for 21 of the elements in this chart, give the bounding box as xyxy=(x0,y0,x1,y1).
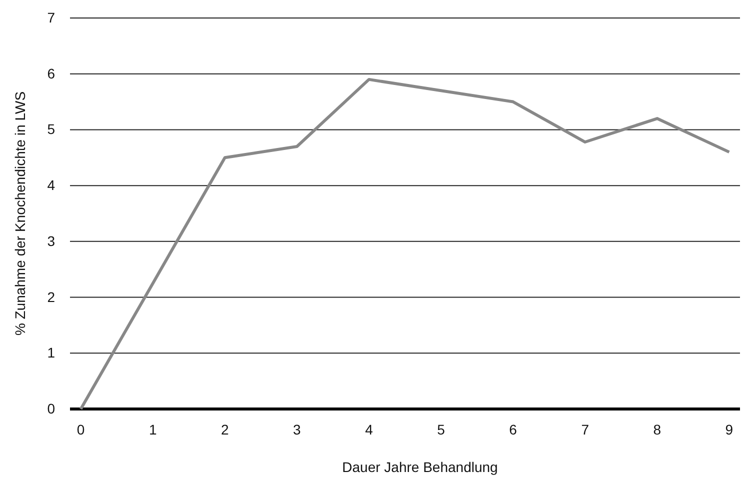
x-tick-label: 0 xyxy=(76,421,85,438)
x-tick-label: 5 xyxy=(437,421,446,438)
y-tick-label: 1 xyxy=(47,344,56,361)
x-tick-label: 2 xyxy=(220,421,229,438)
y-tick-label: 4 xyxy=(47,177,56,194)
x-tick-label: 3 xyxy=(293,421,302,438)
x-axis-title: Dauer Jahre Behandlung xyxy=(342,459,498,475)
y-tick-label: 2 xyxy=(47,288,56,305)
x-tick-label: 6 xyxy=(509,421,518,438)
y-tick-label: 7 xyxy=(47,9,56,26)
y-tick-label: 0 xyxy=(47,400,56,416)
x-tick-label: 1 xyxy=(148,421,157,438)
line-series xyxy=(79,78,731,410)
y-tick-label: 5 xyxy=(47,121,56,138)
y-axis-title: % Zunahme der Knochendichte in LWS xyxy=(12,91,28,336)
x-tick-label: 9 xyxy=(725,421,734,438)
x-tick-label: 4 xyxy=(365,421,374,438)
y-tick-label: 6 xyxy=(47,65,56,82)
x-tick-label: 8 xyxy=(653,421,662,438)
x-tick-label: 7 xyxy=(581,421,590,438)
y-tick-label: 3 xyxy=(47,232,56,249)
